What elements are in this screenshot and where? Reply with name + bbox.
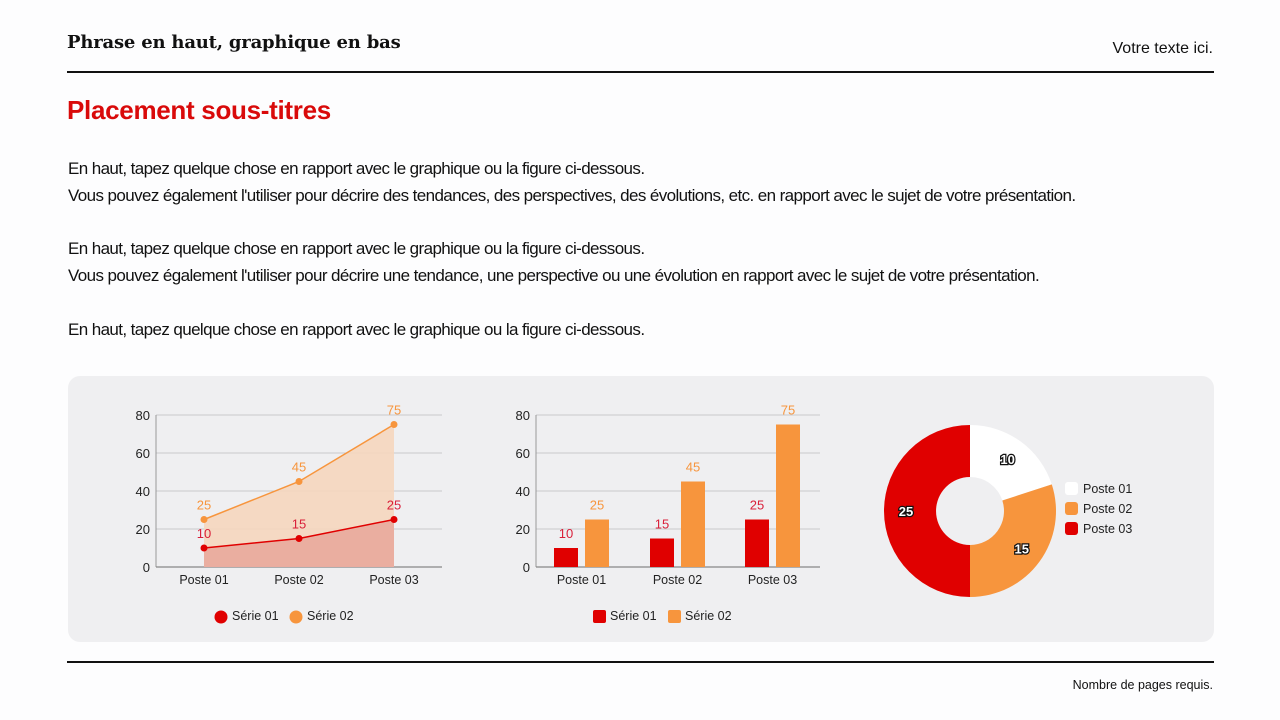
paragraph-2-line-1: En haut, tapez quelque chose en rapport … bbox=[68, 239, 645, 258]
x-tick-label: Poste 02 bbox=[274, 573, 323, 587]
slice-label: 25 bbox=[899, 504, 913, 519]
bar-series-01 bbox=[745, 519, 769, 567]
donut-chart: 10 15 25 Poste 01 Poste 02 Poste 03 bbox=[884, 425, 1132, 597]
x-tick-label: Poste 03 bbox=[369, 573, 418, 587]
paragraph-3-line-1: En haut, tapez quelque chose en rapport … bbox=[68, 320, 645, 339]
data-label: 25 bbox=[590, 498, 604, 513]
y-tick-label: 60 bbox=[516, 446, 530, 461]
bar-series-01 bbox=[650, 538, 674, 567]
donut-slice-3 bbox=[884, 425, 970, 597]
data-point bbox=[200, 544, 208, 552]
header-divider bbox=[67, 71, 1214, 73]
data-label: 75 bbox=[387, 403, 401, 418]
paragraph-1: En haut, tapez quelque chose en rapport … bbox=[68, 155, 1076, 209]
y-tick-label: 80 bbox=[136, 408, 150, 423]
y-tick-label: 40 bbox=[516, 484, 530, 499]
legend-poste-2-icon bbox=[1065, 502, 1078, 515]
page-number-text: Nombre de pages requis. bbox=[1072, 678, 1213, 692]
legend-series-01-icon bbox=[593, 610, 606, 623]
data-point bbox=[295, 535, 303, 542]
legend-series-02-label: Série 02 bbox=[307, 609, 354, 623]
y-tick-label: 20 bbox=[516, 522, 530, 537]
area-chart: 0 20 40 60 80 25 45 75 10 15 25 Poste 01 Poste 02 Pos… bbox=[136, 403, 442, 624]
paragraph-3: En haut, tapez quelque chose en rapport … bbox=[68, 316, 645, 343]
data-label: 25 bbox=[750, 498, 764, 513]
bar-chart: 0 20 40 60 80 10 15 25 25 45 75 Poste 01 Poste 02 Pos… bbox=[516, 403, 820, 623]
bar-series-01 bbox=[554, 548, 578, 567]
data-label: 25 bbox=[387, 498, 401, 513]
data-label: 15 bbox=[655, 517, 669, 532]
donut-slice-1 bbox=[970, 425, 1052, 501]
y-tick-label: 40 bbox=[136, 484, 150, 499]
data-label: 45 bbox=[292, 460, 306, 475]
data-point bbox=[390, 421, 398, 428]
legend-series-02-icon bbox=[668, 610, 681, 623]
slice-label: 15 bbox=[1015, 542, 1029, 557]
y-tick-label: 20 bbox=[136, 522, 150, 537]
paragraph-2: En haut, tapez quelque chose en rapport … bbox=[68, 235, 1040, 289]
slide-title: Phrase en haut, graphique en bas bbox=[67, 32, 401, 53]
legend-series-01-label: Série 01 bbox=[232, 609, 279, 623]
y-tick-label: 80 bbox=[516, 408, 530, 423]
legend-poste-3-label: Poste 03 bbox=[1083, 522, 1132, 536]
data-label: 75 bbox=[781, 403, 795, 418]
x-tick-label: Poste 01 bbox=[557, 573, 606, 587]
legend-poste-2-label: Poste 02 bbox=[1083, 502, 1132, 516]
x-tick-label: Poste 02 bbox=[653, 573, 702, 587]
legend-poste-1-label: Poste 01 bbox=[1083, 482, 1132, 496]
bar-series-02 bbox=[585, 519, 609, 567]
footer-divider bbox=[67, 661, 1214, 663]
legend-series-02-label: Série 02 bbox=[685, 609, 732, 623]
data-point bbox=[295, 478, 303, 485]
slice-label: 10 bbox=[1000, 452, 1014, 467]
paragraph-1-line-1: En haut, tapez quelque chose en rapport … bbox=[68, 159, 645, 178]
legend-series-02-icon bbox=[289, 610, 303, 624]
header-right-text: Votre texte ici. bbox=[1112, 40, 1214, 57]
bar-series-02 bbox=[681, 481, 705, 567]
data-point bbox=[390, 516, 398, 523]
data-label: 25 bbox=[197, 498, 211, 513]
bar-series-02 bbox=[776, 424, 800, 567]
data-label: 10 bbox=[197, 526, 211, 541]
paragraph-2-line-2: Vous pouvez également l'utiliser pour dé… bbox=[68, 266, 1040, 285]
legend-poste-3-icon bbox=[1065, 522, 1078, 535]
section-subtitle: Placement sous-titres bbox=[67, 95, 331, 125]
y-tick-label: 60 bbox=[136, 446, 150, 461]
y-tick-label: 0 bbox=[143, 560, 150, 575]
legend-series-01-label: Série 01 bbox=[610, 609, 657, 623]
data-label: 10 bbox=[559, 526, 573, 541]
data-label: 45 bbox=[686, 460, 700, 475]
x-tick-label: Poste 01 bbox=[179, 573, 228, 587]
paragraph-1-line-2: Vous pouvez également l'utiliser pour dé… bbox=[68, 186, 1076, 205]
donut-slice-2 bbox=[970, 484, 1057, 597]
data-label: 15 bbox=[292, 517, 306, 532]
data-point bbox=[200, 516, 208, 523]
series-01-area bbox=[204, 519, 394, 567]
legend-poste-1-icon bbox=[1065, 482, 1078, 495]
legend-series-01-icon bbox=[214, 610, 228, 624]
x-tick-label: Poste 03 bbox=[748, 573, 797, 587]
y-tick-label: 0 bbox=[523, 560, 530, 575]
